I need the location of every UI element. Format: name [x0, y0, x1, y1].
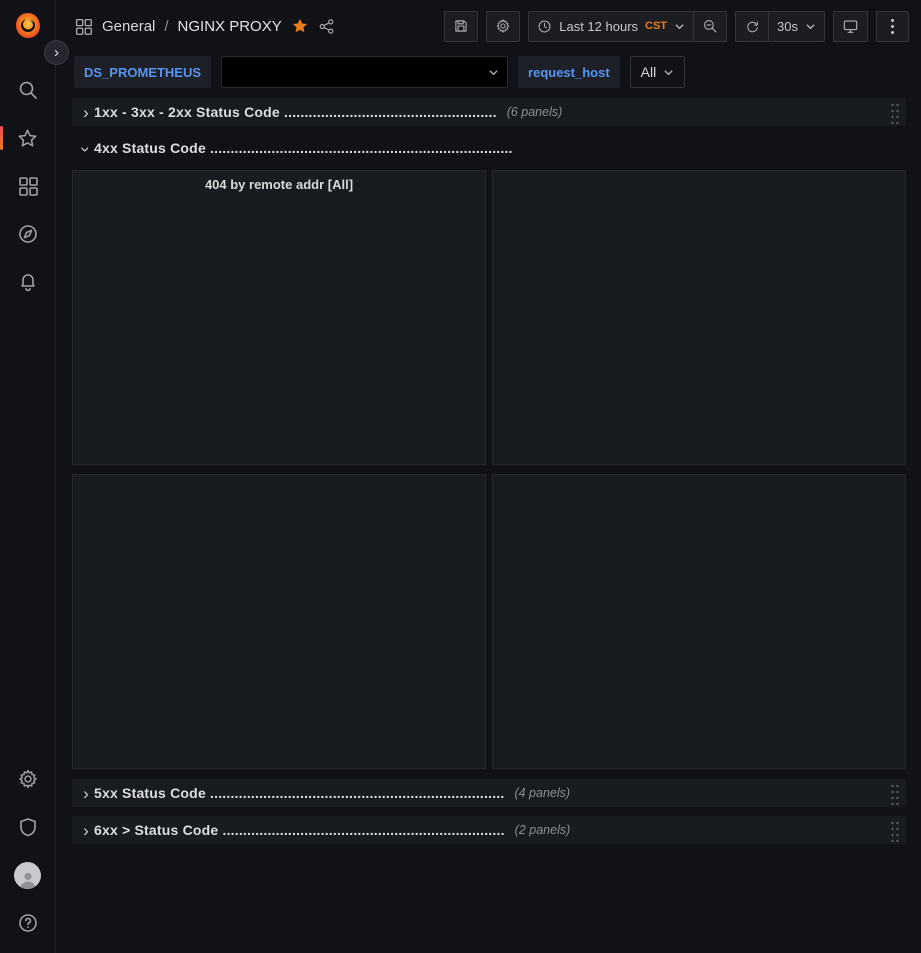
zoom-out-icon	[702, 18, 718, 34]
chevron-down-icon: ›	[78, 141, 95, 157]
variables-bar: DS_PROMETHEUS request_host All	[56, 52, 921, 92]
datasource-variable-label: DS_PROMETHEUS	[74, 56, 211, 88]
breadcrumb: General / NGINX PROXY	[74, 17, 335, 36]
grafana-app: ›	[0, 0, 921, 953]
grafana-logo[interactable]	[6, 6, 50, 46]
favorite-star-icon[interactable]	[291, 17, 309, 35]
main-area: General / NGINX PROXY	[56, 0, 921, 953]
refresh-interval-button[interactable]: 30s	[768, 11, 825, 42]
dashboard-settings-button[interactable]	[486, 11, 520, 42]
search-icon	[17, 79, 39, 101]
monitor-icon	[842, 18, 859, 35]
panel-4xx-by-remote-addr	[72, 474, 486, 769]
breadcrumb-section[interactable]: General	[102, 18, 155, 35]
refresh-button[interactable]	[735, 11, 768, 42]
row-title: 5xx Status Code ........................…	[94, 785, 504, 801]
chevron-down-icon	[488, 67, 499, 78]
star-icon	[16, 127, 39, 150]
time-picker-group: Last 12 hours CST	[528, 11, 727, 42]
dashboard-row-5xx[interactable]: › 5xx Status Code ......................…	[72, 779, 906, 807]
dashboard-row-4xx[interactable]: › 4xx Status Code ......................…	[72, 135, 906, 161]
refresh-icon	[745, 19, 760, 34]
panel-grid: 404 by remote addr [All]	[72, 170, 906, 769]
clock-icon	[537, 19, 552, 34]
share-icon[interactable]	[318, 18, 335, 35]
row-title: 1xx - 3xx - 2xx Status Code ............…	[94, 104, 497, 120]
shield-icon	[17, 816, 39, 838]
row-drag-handle[interactable]	[889, 818, 900, 842]
time-range-button[interactable]: Last 12 hours CST	[528, 11, 693, 42]
compass-icon	[17, 223, 39, 245]
sidebar-item-dashboards[interactable]	[6, 166, 50, 206]
question-icon	[17, 912, 39, 934]
dashboard-header: General / NGINX PROXY	[56, 0, 921, 52]
tv-mode-button[interactable]	[833, 11, 868, 42]
avatar	[14, 862, 41, 889]
chevron-down-icon	[663, 67, 674, 78]
grid-icon	[74, 17, 93, 36]
row-drag-handle[interactable]	[889, 781, 900, 805]
chevron-right-icon: ›	[54, 44, 59, 61]
grid-icon	[17, 175, 39, 197]
request-host-variable-select[interactable]: All	[630, 56, 686, 88]
save-dashboard-button[interactable]	[444, 11, 478, 42]
sidebar-item-configuration[interactable]	[6, 759, 50, 799]
row-panel-count: (2 panels)	[515, 823, 571, 837]
row-title: 4xx Status Code ........................…	[94, 140, 513, 156]
chevron-right-icon: ›	[78, 785, 94, 802]
person-icon	[18, 870, 38, 889]
breadcrumb-separator: /	[164, 18, 168, 35]
zoom-out-button[interactable]	[693, 11, 727, 42]
row-title: 6xx > Status Code ......................…	[94, 822, 505, 838]
panel-title[interactable]: 404 by remote addr [All]	[73, 171, 485, 197]
chevron-down-icon	[674, 21, 685, 32]
row-panel-count: (6 panels)	[507, 105, 563, 119]
request-host-variable-label: request_host	[518, 56, 620, 88]
sidebar-item-alerting[interactable]	[6, 262, 50, 302]
sidebar-item-server-admin[interactable]	[6, 807, 50, 847]
sidebar: ›	[0, 0, 56, 953]
chevron-right-icon: ›	[78, 104, 94, 121]
time-range-label: Last 12 hours	[559, 19, 638, 34]
gear-icon	[495, 18, 511, 34]
dashboard-title[interactable]: NGINX PROXY	[178, 18, 282, 35]
sidebar-item-profile[interactable]	[6, 855, 50, 895]
kebab-icon	[891, 19, 894, 34]
more-options-button[interactable]	[876, 11, 909, 42]
sidebar-item-search[interactable]	[6, 70, 50, 110]
gear-icon	[17, 768, 39, 790]
bell-icon	[17, 271, 39, 293]
row-panel-count: (4 panels)	[514, 786, 570, 800]
refresh-group: 30s	[735, 11, 825, 42]
sidebar-expand-button[interactable]: ›	[44, 40, 69, 65]
sidebar-item-explore[interactable]	[6, 214, 50, 254]
dashboard-content: › 1xx - 3xx - 2xx Status Code ..........…	[56, 92, 921, 953]
panel-404-by-uri	[492, 170, 906, 465]
chevron-right-icon: ›	[78, 822, 94, 839]
timezone-label: CST	[645, 20, 667, 32]
panel-404-by-remote-addr: 404 by remote addr [All]	[72, 170, 486, 465]
dashboard-row-6xx[interactable]: › 6xx > Status Code ....................…	[72, 816, 906, 844]
dashboard-row-1xx-3xx-2xx[interactable]: › 1xx - 3xx - 2xx Status Code ..........…	[72, 98, 906, 126]
refresh-interval-label: 30s	[777, 19, 798, 34]
sidebar-item-starred[interactable]	[6, 118, 50, 158]
panel-4xx-by-uri	[492, 474, 906, 769]
sidebar-item-help[interactable]	[6, 903, 50, 943]
row-drag-handle[interactable]	[889, 100, 900, 124]
dashboard-toolbar: Last 12 hours CST	[444, 11, 909, 42]
grafana-logo-icon	[13, 11, 43, 41]
datasource-variable-select[interactable]	[221, 56, 508, 88]
chevron-down-icon	[805, 21, 816, 32]
save-icon	[453, 18, 469, 34]
request-host-variable-value: All	[641, 64, 657, 80]
